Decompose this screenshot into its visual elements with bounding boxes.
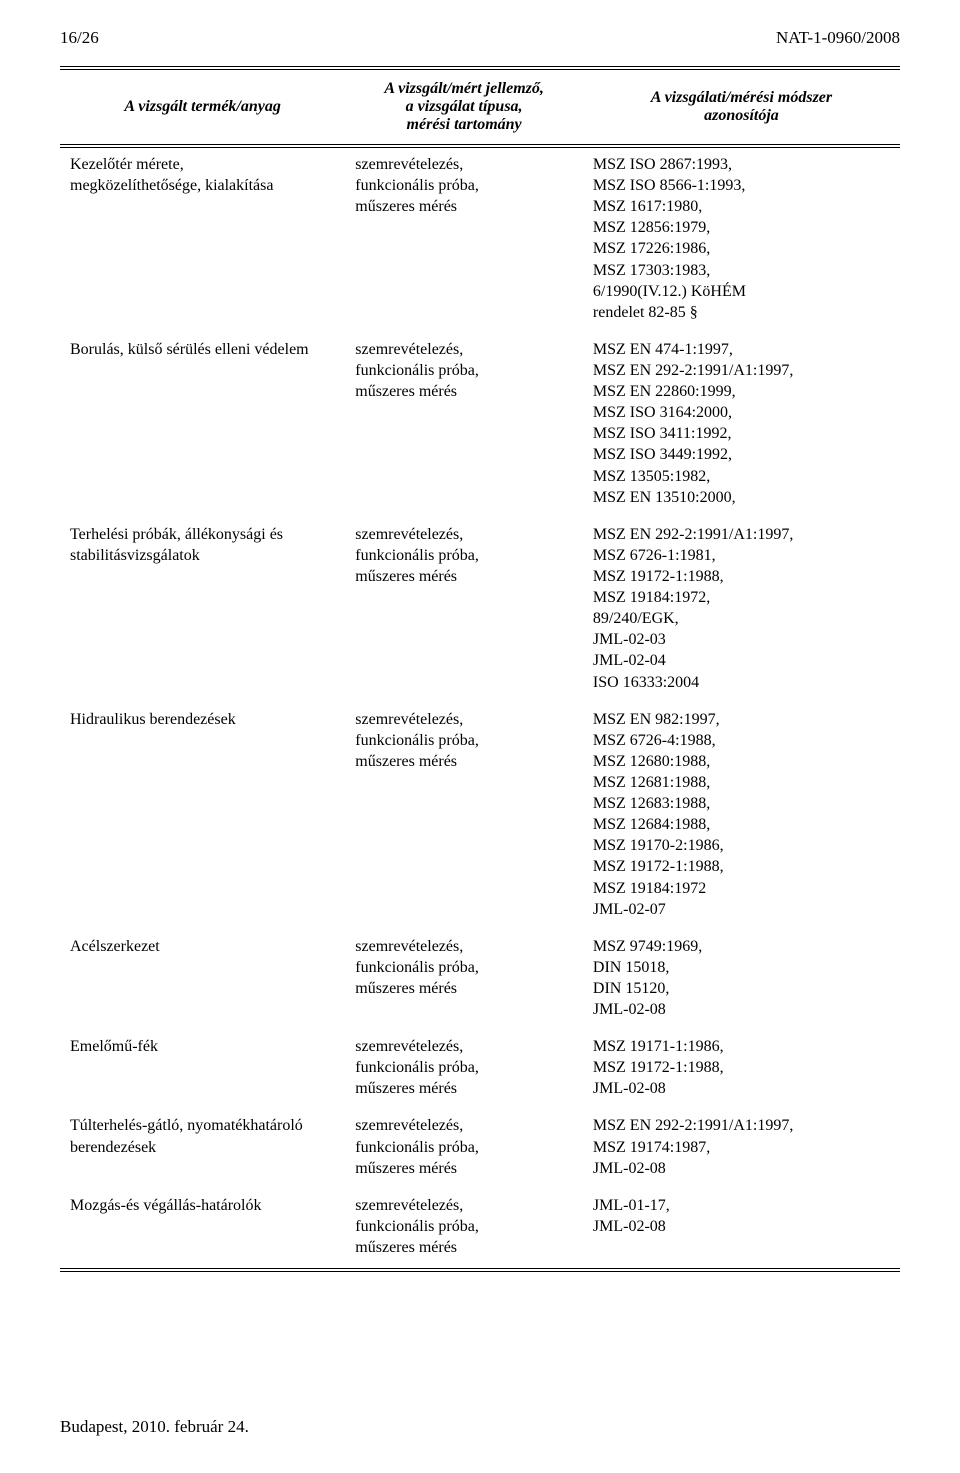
page-footer: Budapest, 2010. február 24. [60, 1417, 249, 1437]
page-container: 16/26 NAT-1-0960/2008 A vizsgált termék/… [0, 0, 960, 1473]
cell-standards: MSZ EN 292-2:1991/A1:1997,MSZ 6726-1:198… [583, 518, 900, 703]
cell-product: Terhelési próbák, állékonysági ésstabili… [60, 518, 345, 703]
cell-method: szemrevételezés,funkcionális próba,műsze… [345, 1109, 583, 1188]
cell-standards: MSZ EN 474-1:1997,MSZ EN 292-2:1991/A1:1… [583, 333, 900, 518]
table-header-row: A vizsgált termék/anyag A vizsgált/mért … [60, 68, 900, 146]
cell-standards: MSZ 19171-1:1986,MSZ 19172-1:1988,JML-02… [583, 1030, 900, 1109]
cell-standards: MSZ 9749:1969,DIN 15018,DIN 15120,JML-02… [583, 930, 900, 1030]
table-row: Kezelőtér mérete,megközelíthetősége, kia… [60, 146, 900, 333]
page-number: 16/26 [60, 28, 99, 48]
col-header-standards: A vizsgálati/mérési módszerazonosítója [583, 68, 900, 146]
cell-product: Kezelőtér mérete,megközelíthetősége, kia… [60, 146, 345, 333]
cell-product: Emelőmű-fék [60, 1030, 345, 1109]
cell-method: szemrevételezés,funkcionális próba,műsze… [345, 1030, 583, 1109]
cell-standards: MSZ EN 292-2:1991/A1:1997,MSZ 19174:1987… [583, 1109, 900, 1188]
cell-product: Acélszerkezet [60, 930, 345, 1030]
cell-standards: JML-01-17,JML-02-08 [583, 1189, 900, 1270]
table-row: Túlterhelés-gátló, nyomatékhatárolóberen… [60, 1109, 900, 1188]
cell-product: Mozgás-és végállás-határolók [60, 1189, 345, 1270]
table-row: Emelőmű-fékszemrevételezés,funkcionális … [60, 1030, 900, 1109]
cell-standards: MSZ EN 982:1997,MSZ 6726-4:1988,MSZ 1268… [583, 703, 900, 930]
table-row: Terhelési próbák, állékonysági ésstabili… [60, 518, 900, 703]
cell-method: szemrevételezés,funkcionális próba,műsze… [345, 518, 583, 703]
col-header-product: A vizsgált termék/anyag [60, 68, 345, 146]
col-header-method: A vizsgált/mért jellemző,a vizsgálat típ… [345, 68, 583, 146]
standards-table: A vizsgált termék/anyag A vizsgált/mért … [60, 66, 900, 1272]
cell-product: Borulás, külső sérülés elleni védelem [60, 333, 345, 518]
cell-method: szemrevételezés,funkcionális próba,műsze… [345, 146, 583, 333]
table-row: Hidraulikus berendezésekszemrevételezés,… [60, 703, 900, 930]
table-row: Mozgás-és végállás-határolókszemrevétele… [60, 1189, 900, 1270]
page-header: 16/26 NAT-1-0960/2008 [60, 28, 900, 48]
cell-product: Hidraulikus berendezések [60, 703, 345, 930]
cell-method: szemrevételezés,funkcionális próba,műsze… [345, 1189, 583, 1270]
table-body: Kezelőtér mérete,megközelíthetősége, kia… [60, 146, 900, 1270]
cell-method: szemrevételezés,funkcionális próba,műsze… [345, 333, 583, 518]
cell-method: szemrevételezés,funkcionális próba,műsze… [345, 930, 583, 1030]
doc-code: NAT-1-0960/2008 [776, 28, 900, 48]
table-row: Acélszerkezetszemrevételezés,funkcionáli… [60, 930, 900, 1030]
cell-product: Túlterhelés-gátló, nyomatékhatárolóberen… [60, 1109, 345, 1188]
table-row: Borulás, külső sérülés elleni védelemsze… [60, 333, 900, 518]
cell-standards: MSZ ISO 2867:1993,MSZ ISO 8566-1:1993,MS… [583, 146, 900, 333]
cell-method: szemrevételezés,funkcionális próba,műsze… [345, 703, 583, 930]
